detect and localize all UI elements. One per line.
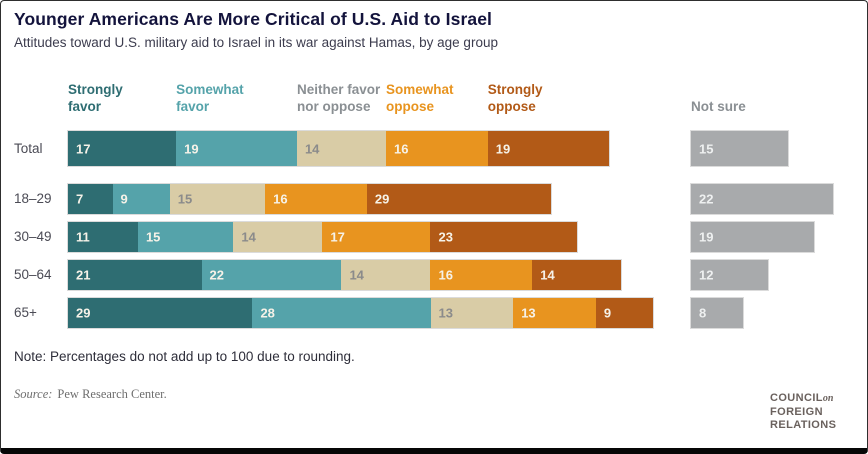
value-label: 19 — [184, 141, 199, 156]
legend-item-strongly-oppose: Strongly oppose — [487, 82, 543, 114]
bar-segment-neither-favor-nor-oppose: 15 — [169, 184, 266, 214]
cfr-logo-line1: COUNCILon — [770, 392, 834, 404]
value-label: 17 — [330, 229, 345, 245]
source-label: Source: — [14, 387, 53, 401]
stacked-bar-30-49: 11 15 14 17 23 — [68, 222, 577, 252]
bar-segment-somewhat-oppose: 17 — [322, 222, 431, 252]
bar-segment-somewhat-favor: 9 — [112, 184, 170, 214]
bar-segment-strongly-favor: 11 — [68, 222, 138, 252]
bar-segment-neither-favor-nor-oppose: 14 — [296, 131, 386, 166]
bar-segment-somewhat-oppose: 16 — [265, 184, 367, 214]
value-label: 9 — [603, 305, 612, 321]
value-label: 16 — [273, 191, 288, 207]
row-label-18-29: 18–29 — [14, 191, 52, 206]
value-label: 15 — [145, 229, 161, 245]
value-label: 14 — [540, 267, 555, 283]
legend-item-somewhat-favor: Somewhat favor — [176, 82, 244, 114]
row-label-30-49: 30–49 — [14, 229, 52, 244]
value-label: 19 — [495, 141, 511, 156]
bar-segment-strongly-oppose: 29 — [366, 184, 552, 214]
row-label-50-64: 50–64 — [14, 267, 52, 282]
bar-segment-neither-favor-nor-oppose: 14 — [233, 222, 323, 252]
stacked-bar-50-64: 21 22 14 16 14 — [68, 260, 622, 290]
bar-segment-strongly-favor: 17 — [68, 131, 177, 166]
bar-segment-neither-favor-nor-oppose: 14 — [341, 260, 431, 290]
value-label: 14 — [304, 141, 320, 156]
bar-segment-strongly-favor: 21 — [68, 260, 202, 290]
legend-item-somewhat-oppose: Somewhat oppose — [386, 82, 454, 114]
not-sure-bar-50-64: 12 — [691, 260, 769, 290]
bar-segment-somewhat-favor: 28 — [252, 298, 431, 328]
not-sure-bar-30-49: 19 — [691, 222, 814, 252]
stacked-bar-18-29: 7 9 15 16 29 — [68, 184, 552, 214]
bar-segment-somewhat-favor: 19 — [176, 131, 297, 166]
value-label: 13 — [438, 305, 453, 321]
value-label: 29 — [76, 305, 91, 321]
bar-segment-strongly-oppose: 14 — [532, 260, 622, 290]
value-label: 13 — [521, 305, 536, 321]
value-label: 8 — [699, 305, 707, 321]
bar-segment-strongly-oppose: 9 — [595, 298, 654, 328]
value-label: 22 — [699, 191, 714, 207]
bar-segment-somewhat-oppose: 16 — [385, 131, 488, 166]
row-label-65-: 65+ — [14, 305, 37, 320]
cfr-logo-line3: RELATIONS — [770, 419, 837, 431]
page-title: Younger Americans Are More Critical of U… — [14, 9, 492, 29]
source-line: Source: Pew Research Center. — [14, 387, 167, 402]
value-label: 14 — [349, 267, 364, 283]
value-label: 22 — [209, 267, 225, 283]
bar-segment-somewhat-favor: 15 — [137, 222, 234, 252]
value-label: 16 — [393, 141, 409, 156]
stacked-bar-total: 17 19 14 16 19 — [68, 131, 609, 166]
bar-segment-neither-favor-nor-oppose: 13 — [430, 298, 514, 328]
bar-segment-somewhat-oppose: 13 — [513, 298, 596, 328]
value-label: 15 — [177, 191, 193, 207]
value-label: 28 — [260, 305, 275, 321]
footnote: Note: Percentages do not add up to 100 d… — [14, 349, 355, 364]
value-label: 12 — [699, 267, 714, 283]
legend-item-strongly-favor: Strongly favor — [68, 82, 123, 114]
value-label: 19 — [699, 229, 714, 245]
value-label: 7 — [76, 191, 84, 207]
value-label: 17 — [76, 141, 91, 156]
source-text: Pew Research Center. — [57, 387, 167, 401]
value-label: 23 — [438, 229, 453, 245]
not-sure-bar-total: 15 — [691, 131, 788, 166]
value-label: 9 — [120, 191, 128, 207]
bar-segment-strongly-oppose: 23 — [430, 222, 577, 252]
not-sure-bar-18-29: 22 — [691, 184, 833, 214]
value-label: 14 — [241, 229, 256, 245]
bar-segment-somewhat-favor: 22 — [201, 260, 342, 290]
value-label: 15 — [699, 141, 714, 156]
value-label: 11 — [76, 229, 90, 245]
row-label-total: Total — [14, 140, 43, 156]
bar-segment-somewhat-oppose: 16 — [430, 260, 533, 290]
page-subtitle: Attitudes toward U.S. military aid to Is… — [14, 35, 498, 50]
value-label: 29 — [374, 191, 390, 207]
value-label: 16 — [438, 267, 453, 283]
bar-segment-strongly-favor: 7 — [68, 184, 113, 214]
cfr-logo: COUNCILon FOREIGN RELATIONS — [770, 392, 836, 433]
bar-segment-strongly-oppose: 19 — [487, 131, 609, 166]
not-sure-bar-65-: 8 — [691, 298, 743, 328]
cfr-logo-connector: on — [822, 393, 834, 404]
legend-item-neither-favor-nor-oppose: Neither favor nor oppose — [296, 82, 381, 114]
cfr-logo-line2: FOREIGN — [770, 405, 823, 418]
bar-segment-strongly-favor: 29 — [68, 298, 253, 328]
stacked-bar-65-: 29 28 13 13 9 — [68, 298, 654, 328]
value-label: 21 — [76, 267, 91, 283]
legend-item-not-sure: Not sure — [691, 99, 746, 114]
